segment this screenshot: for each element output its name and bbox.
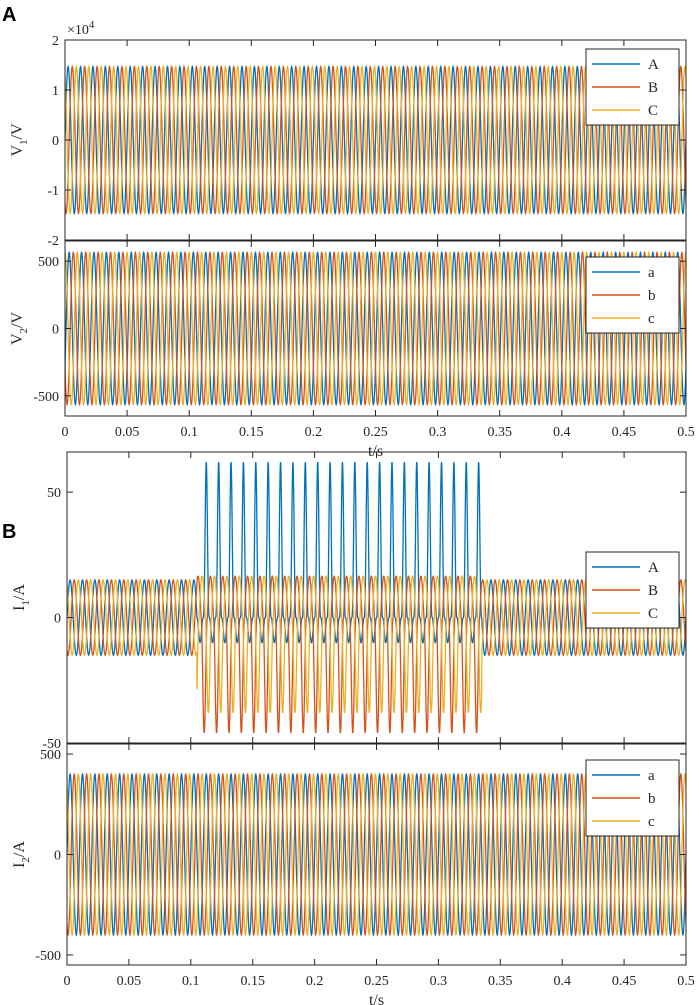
y-tick-label: -2	[47, 234, 59, 249]
x-tick-label: 0.45	[612, 974, 637, 989]
x-tick-label: 0.25	[363, 425, 388, 440]
y-label-unit: /V	[9, 123, 26, 139]
x-tick-label: 0.5	[677, 974, 695, 989]
series-line-C	[67, 575, 686, 714]
y-tick-label: 0	[52, 323, 59, 338]
x-tick-label: 0.05	[117, 974, 142, 989]
x-tick-label: 0.15	[239, 425, 264, 440]
panel-label-a: A	[2, 4, 16, 26]
y-tick-label: -500	[33, 390, 59, 405]
legend-label-a: a	[648, 768, 655, 784]
x-tick-label: 0.3	[429, 425, 447, 440]
x-axis-label: t/s	[369, 992, 384, 1005]
legend: abc	[585, 759, 680, 837]
x-tick-label: 0.45	[612, 425, 637, 440]
y-tick-label: 1	[52, 84, 59, 99]
y-label-sub: 2	[20, 857, 32, 863]
y-label-unit: /A	[11, 584, 28, 600]
y-tick-label: 500	[38, 255, 59, 270]
y-label-sub: 2	[18, 328, 30, 334]
x-tick-label: 0.25	[364, 974, 389, 989]
y-label-main: V	[9, 333, 26, 345]
panel-label-b: B	[2, 521, 16, 543]
x-tick-label: 0.1	[180, 425, 198, 440]
series-line-B	[65, 65, 686, 215]
y-tick-label: 500	[40, 748, 61, 763]
legend-label-a: a	[648, 265, 655, 281]
legend-label-c: c	[648, 311, 655, 327]
legend-label-A: A	[648, 560, 659, 576]
legend-label-C: C	[648, 103, 658, 119]
y-tick-label: -1	[47, 184, 59, 199]
legend-label-b: b	[648, 288, 656, 304]
legend: abc	[585, 256, 680, 334]
x-tick-label: 0.05	[115, 425, 140, 440]
chart-b-2: -50 0 50 I1/A ABC	[11, 451, 687, 752]
legend-label-B: B	[648, 583, 658, 599]
legend-label-c: c	[648, 814, 655, 830]
y-tick-label: 2	[52, 34, 59, 49]
y-label-sub: 1	[20, 600, 32, 606]
y-label-sub: 1	[18, 139, 30, 145]
y-tick-label: -50	[42, 737, 61, 752]
y-label-main: I	[11, 606, 28, 611]
y-tick-label: 0	[54, 612, 61, 627]
series-line-C	[65, 65, 686, 215]
x-tick-label: 0	[62, 425, 69, 440]
x-tick-label: 0.2	[305, 425, 323, 440]
legend: ABC	[585, 48, 680, 126]
y-label-unit: /A	[11, 841, 28, 857]
x-tick-label: 0.4	[553, 974, 571, 989]
y-label-unit: /V	[9, 312, 26, 328]
chart-a-1: -500 0 500 0 0.05 0.1 0.15 0.2 0.25 0.3 0.35 0.4 0.4…	[9, 240, 695, 460]
legend-label-B: B	[648, 80, 658, 96]
series-line-b	[67, 772, 686, 937]
x-tick-label: 0.4	[553, 425, 571, 440]
legend-label-A: A	[648, 57, 659, 73]
series-line-B	[67, 575, 686, 734]
y-axis-label: V2/V	[9, 312, 30, 346]
y-axis-label: I2/A	[11, 841, 32, 868]
x-tick-label: 0.1	[182, 974, 200, 989]
x-tick-label: 0.3	[430, 974, 448, 989]
series-line-c	[67, 772, 686, 937]
legend-label-C: C	[648, 606, 658, 622]
legend: ABC	[585, 551, 680, 629]
y-axis-label: V1/V	[9, 123, 30, 157]
series-line-a	[67, 772, 686, 937]
x-tick-label: 0.2	[306, 974, 324, 989]
y-label-main: V	[9, 145, 26, 157]
y-tick-label: 0	[52, 134, 59, 149]
x-tick-label: 0.35	[487, 425, 512, 440]
x-tick-label: 0.5	[677, 425, 695, 440]
exponent-label: ×104	[67, 19, 95, 38]
x-tick-label: 0	[64, 974, 71, 989]
y-label-main: I	[11, 863, 28, 868]
x-tick-label: 0.35	[488, 974, 513, 989]
legend-label-b: b	[648, 791, 656, 807]
series-line-A	[65, 65, 686, 215]
y-tick-label: 50	[47, 486, 61, 501]
y-tick-label: -500	[35, 949, 61, 964]
series-line-c	[65, 250, 686, 407]
series-line-A	[67, 461, 686, 657]
y-axis-label: I1/A	[11, 584, 32, 611]
y-tick-label: 0	[54, 849, 61, 864]
x-tick-label: 0.15	[240, 974, 265, 989]
